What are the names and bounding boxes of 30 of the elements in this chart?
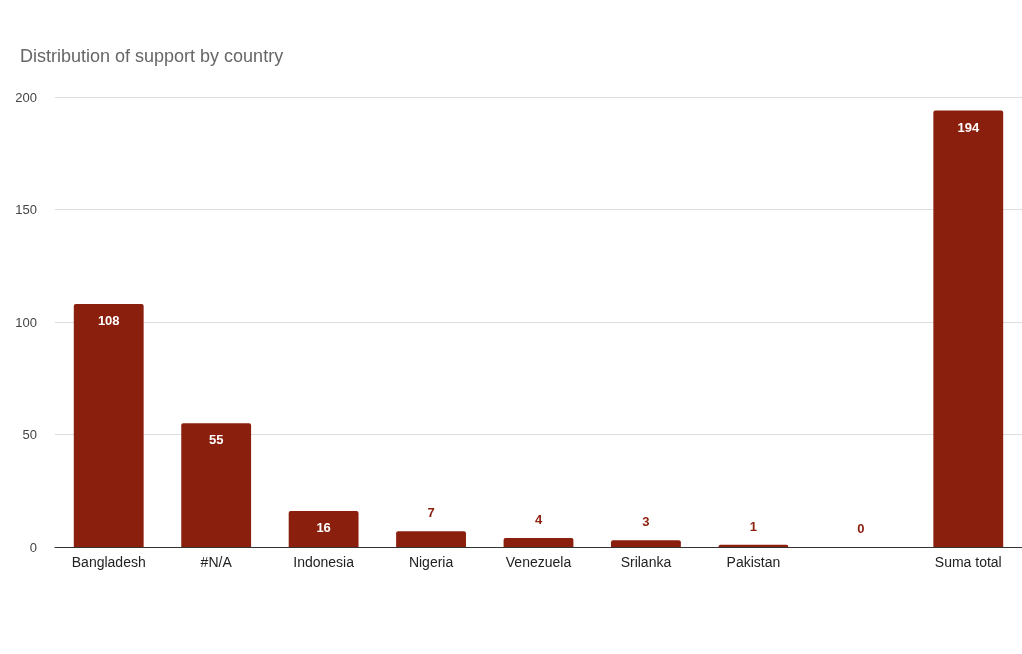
x-tick-label: Indonesia — [293, 554, 355, 570]
bar — [933, 110, 1004, 547]
data-label: 4 — [534, 512, 543, 527]
data-label: 194 — [957, 119, 980, 135]
y-tick-label: 50 — [22, 427, 37, 442]
y-tick-label: 0 — [29, 539, 37, 555]
data-label: 55 — [208, 432, 224, 448]
bar — [181, 423, 252, 547]
data-label: 3 — [642, 514, 650, 530]
bar — [288, 511, 359, 547]
y-tick-label: 100 — [15, 314, 37, 330]
data-label: 0 — [857, 521, 865, 536]
x-tick-label: Nigeria — [408, 554, 454, 570]
y-tick-label: 150 — [15, 202, 37, 217]
bar — [611, 540, 681, 547]
data-label: 108 — [97, 313, 120, 328]
x-tick-label: #N/A — [200, 554, 233, 570]
data-label: 1 — [749, 518, 758, 534]
x-tick-label: Srilanka — [620, 554, 672, 570]
data-label: 16 — [316, 520, 331, 535]
bar — [73, 304, 144, 547]
y-tick-label: 200 — [15, 89, 37, 105]
bar — [396, 531, 466, 547]
x-tick-label: Pakistan — [726, 554, 781, 570]
x-tick-label: Venezuela — [505, 554, 572, 570]
x-tick-label: Bangladesh — [71, 554, 146, 570]
chart-title: Distribution of support by country — [20, 46, 284, 66]
data-label: 7 — [427, 505, 435, 521]
x-tick-label: Suma total — [934, 554, 1002, 570]
bar — [503, 538, 574, 547]
